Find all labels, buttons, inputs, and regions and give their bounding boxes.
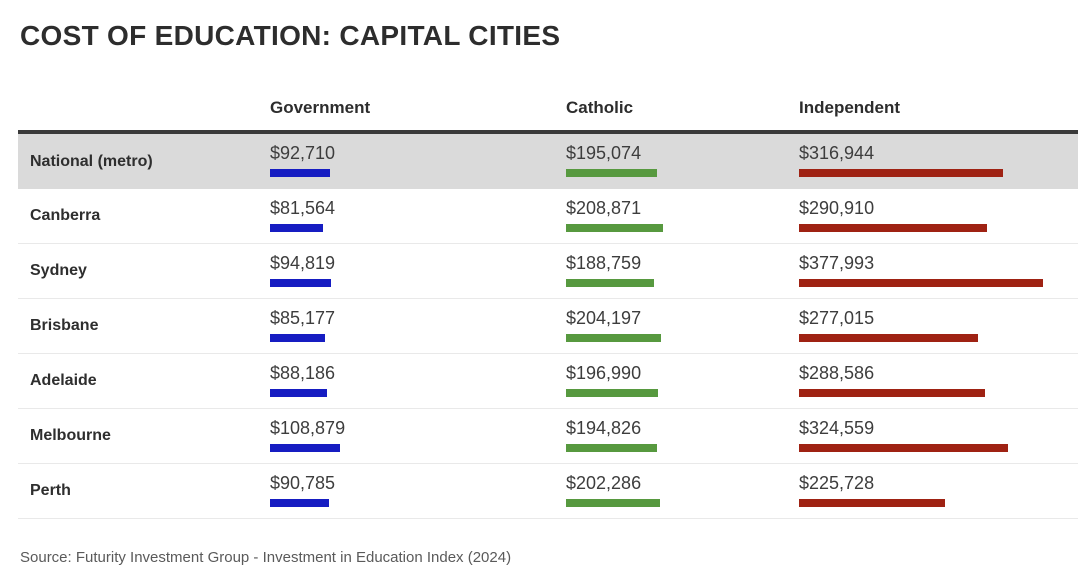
column-header-catholic: Catholic bbox=[566, 98, 634, 117]
value-catholic: $195,074 bbox=[566, 143, 642, 163]
government-bar bbox=[270, 389, 327, 397]
government-bar bbox=[270, 279, 331, 287]
value-catholic: $208,871 bbox=[566, 198, 642, 218]
source-note: Source: Futurity Investment Group - Inve… bbox=[20, 549, 512, 566]
catholic-bar bbox=[566, 334, 661, 342]
value-catholic: $202,286 bbox=[566, 473, 642, 493]
cell-catholic: $204,197 bbox=[566, 299, 799, 353]
government-bar bbox=[270, 334, 325, 342]
cell-independent: $377,993 bbox=[799, 244, 1078, 298]
value-government: $81,564 bbox=[270, 198, 336, 218]
row-label: Melbourne bbox=[30, 427, 111, 444]
cell-independent: $324,559 bbox=[799, 409, 1078, 463]
independent-bar bbox=[799, 169, 1003, 177]
table-row-adelaide: Adelaide $88,186 $196,990 $288,586 bbox=[18, 354, 1078, 409]
value-government: $108,879 bbox=[270, 418, 346, 438]
table-row-perth: Perth $90,785 $202,286 $225,728 bbox=[18, 464, 1078, 519]
table-row-brisbane: Brisbane $85,177 $204,197 $277,015 bbox=[18, 299, 1078, 354]
independent-bar bbox=[799, 279, 1043, 287]
row-label: Adelaide bbox=[30, 372, 97, 389]
government-bar bbox=[270, 444, 340, 452]
row-label: National (metro) bbox=[30, 152, 153, 170]
column-header-government: Government bbox=[270, 98, 371, 117]
value-independent: $290,910 bbox=[799, 198, 875, 218]
cell-catholic: $188,759 bbox=[566, 244, 799, 298]
table-row-national-metro: National (metro) $92,710 $195,074 $316,9… bbox=[18, 134, 1078, 189]
independent-bar bbox=[799, 444, 1008, 452]
cell-government: $94,819 bbox=[270, 244, 566, 298]
catholic-bar bbox=[566, 389, 658, 397]
cell-government: $108,879 bbox=[270, 409, 566, 463]
cell-government: $90,785 bbox=[270, 464, 566, 518]
cell-catholic: $202,286 bbox=[566, 464, 799, 518]
table-row-melbourne: Melbourne $108,879 $194,826 $324,559 bbox=[18, 409, 1078, 464]
catholic-bar bbox=[566, 279, 654, 287]
value-catholic: $204,197 bbox=[566, 308, 642, 328]
value-government: $88,186 bbox=[270, 363, 336, 383]
table-header-row: Government Catholic Independent bbox=[18, 88, 1078, 134]
cell-catholic: $196,990 bbox=[566, 354, 799, 408]
independent-bar bbox=[799, 389, 985, 397]
table-row-sydney: Sydney $94,819 $188,759 $377,993 bbox=[18, 244, 1078, 299]
page-title: COST OF EDUCATION: CAPITAL CITIES bbox=[20, 20, 561, 51]
cell-government: $81,564 bbox=[270, 189, 566, 243]
cell-government: $88,186 bbox=[270, 354, 566, 408]
independent-bar bbox=[799, 334, 978, 342]
value-independent: $324,559 bbox=[799, 418, 875, 438]
row-label: Canberra bbox=[30, 207, 101, 224]
value-independent: $277,015 bbox=[799, 308, 875, 328]
catholic-bar bbox=[566, 499, 660, 507]
government-bar bbox=[270, 224, 323, 232]
value-catholic: $188,759 bbox=[566, 253, 642, 273]
value-government: $85,177 bbox=[270, 308, 336, 328]
table-row-canberra: Canberra $81,564 $208,871 $290,910 bbox=[18, 189, 1078, 244]
value-government: $90,785 bbox=[270, 473, 336, 493]
cell-catholic: $208,871 bbox=[566, 189, 799, 243]
value-catholic: $194,826 bbox=[566, 418, 642, 438]
value-independent: $316,944 bbox=[799, 143, 875, 163]
value-independent: $288,586 bbox=[799, 363, 875, 383]
row-label: Sydney bbox=[30, 262, 87, 279]
independent-bar bbox=[799, 499, 945, 507]
independent-bar bbox=[799, 224, 987, 232]
government-bar bbox=[270, 499, 329, 507]
row-label: Brisbane bbox=[30, 317, 99, 334]
cell-independent: $277,015 bbox=[799, 299, 1078, 353]
catholic-bar bbox=[566, 444, 657, 452]
value-independent: $225,728 bbox=[799, 473, 875, 493]
government-bar bbox=[270, 169, 330, 177]
cell-independent: $290,910 bbox=[799, 189, 1078, 243]
value-government: $94,819 bbox=[270, 253, 336, 273]
cell-government: $92,710 bbox=[270, 134, 566, 189]
catholic-bar bbox=[566, 169, 657, 177]
cell-independent: $225,728 bbox=[799, 464, 1078, 518]
education-cost-table: Government Catholic Independent National… bbox=[18, 88, 1078, 519]
column-header-independent: Independent bbox=[799, 98, 901, 117]
value-government: $92,710 bbox=[270, 143, 336, 163]
cell-government: $85,177 bbox=[270, 299, 566, 353]
cell-independent: $316,944 bbox=[799, 134, 1078, 189]
catholic-bar bbox=[566, 224, 663, 232]
value-catholic: $196,990 bbox=[566, 363, 642, 383]
row-label: Perth bbox=[30, 482, 71, 499]
value-independent: $377,993 bbox=[799, 253, 875, 273]
cell-catholic: $194,826 bbox=[566, 409, 799, 463]
cell-catholic: $195,074 bbox=[566, 134, 799, 189]
cell-independent: $288,586 bbox=[799, 354, 1078, 408]
